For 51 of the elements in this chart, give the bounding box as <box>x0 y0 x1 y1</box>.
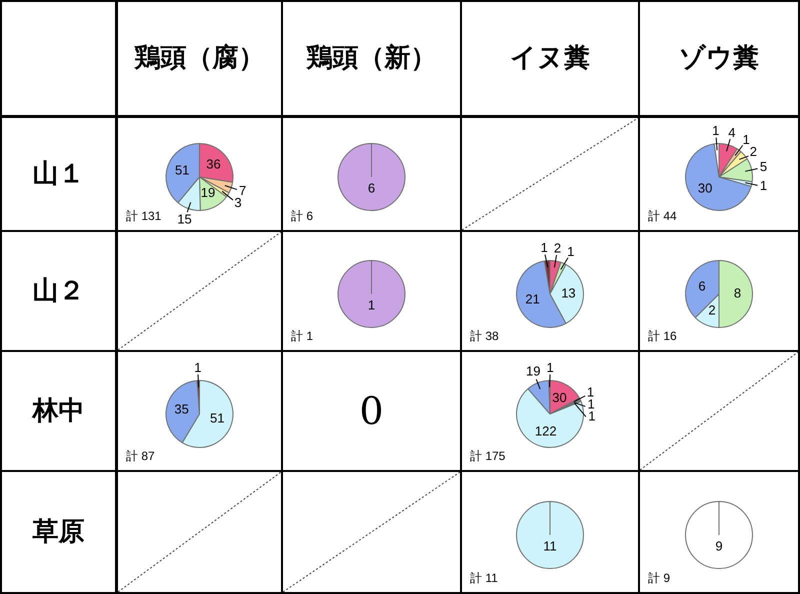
text: 計 9 <box>648 571 670 585</box>
data-label: 1 <box>712 123 720 138</box>
data-label: 19 <box>200 184 216 200</box>
category-label: 山１ <box>32 158 84 189</box>
data-label: 51 <box>174 162 190 178</box>
data-label: 1 <box>540 240 548 256</box>
text: 計 1 <box>291 329 314 343</box>
data-label: 15 <box>177 212 192 227</box>
data-label: 19 <box>526 363 540 378</box>
data-label: 6 <box>698 278 706 294</box>
data-label: 3 <box>234 195 242 210</box>
data-label: 13 <box>561 286 576 301</box>
data-label: 5 <box>760 158 768 174</box>
category-label: 林中 <box>32 396 84 426</box>
category-label: 山２ <box>32 276 84 306</box>
text: 0 <box>359 389 384 433</box>
data-label: 122 <box>534 424 557 439</box>
text: 計 6 <box>291 209 314 223</box>
data-label: 9 <box>715 538 723 554</box>
category-label: ゾウ糞 <box>679 43 759 74</box>
data-label: 1 <box>194 360 202 376</box>
data-label: 2 <box>554 240 562 256</box>
category-label: 鶏頭（腐） <box>134 43 264 74</box>
text: 計 38 <box>470 329 500 343</box>
data-label: 11 <box>543 538 557 554</box>
data-label: 4 <box>728 124 736 140</box>
data-label: 51 <box>210 410 224 426</box>
data-label: 7 <box>239 183 246 198</box>
category-label: 草原 <box>32 516 84 547</box>
text: 計 175 <box>470 449 506 463</box>
data-label: 21 <box>525 292 540 307</box>
text: 計 16 <box>648 329 678 343</box>
data-label: 1 <box>567 244 574 259</box>
data-label: 2 <box>708 302 716 318</box>
data-label: 36 <box>206 156 221 172</box>
data-label: 2 <box>750 144 758 160</box>
data-label: 30 <box>552 390 567 405</box>
text: 計 131 <box>126 209 162 223</box>
data-label: 6 <box>368 180 376 196</box>
data-label: 35 <box>174 401 189 416</box>
data-label: 1 <box>742 132 750 148</box>
text: 計 87 <box>126 449 156 463</box>
category-label: 鶏頭（新） <box>306 43 436 74</box>
data-label: 8 <box>734 286 742 301</box>
data-label: 30 <box>698 180 712 196</box>
data-label: 1 <box>546 360 554 376</box>
text: 計 44 <box>648 209 678 223</box>
text: 計 11 <box>470 571 498 585</box>
category-label: イヌ糞 <box>510 43 590 74</box>
data-label: 1 <box>760 178 768 194</box>
data-label: 1 <box>368 297 376 312</box>
